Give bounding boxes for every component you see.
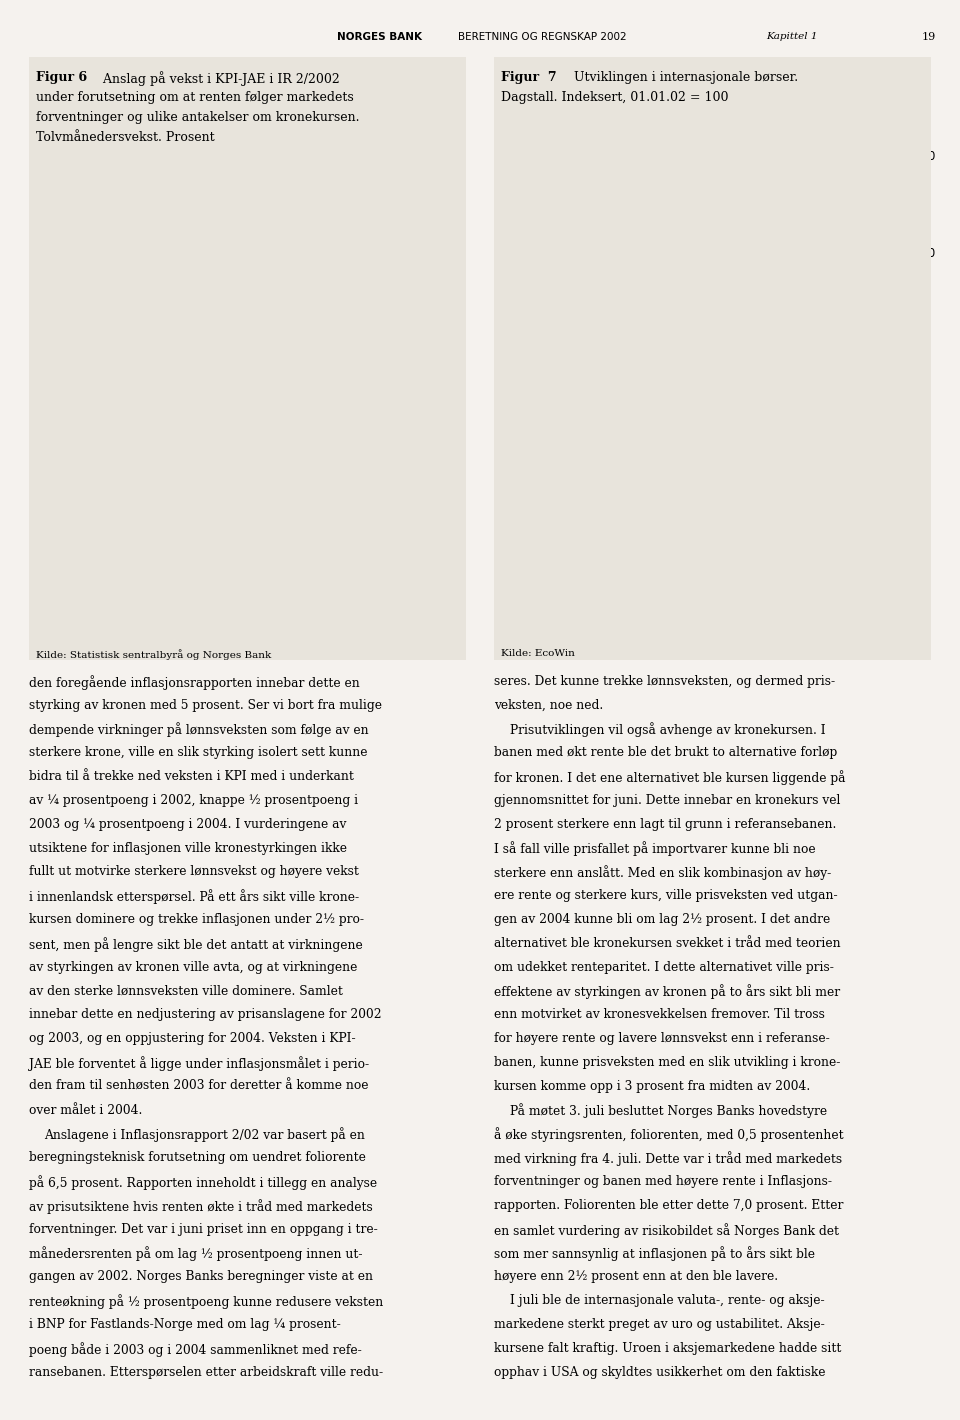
Text: høyere enn 2½ prosent enn at den ble lavere.: høyere enn 2½ prosent enn at den ble lav… (494, 1271, 779, 1284)
Text: gen av 2004 kunne bli om lag 2½ prosent. I det andre: gen av 2004 kunne bli om lag 2½ prosent.… (494, 913, 830, 926)
Text: gangen av 2002. Norges Banks beregninger viste at en: gangen av 2002. Norges Banks beregninger… (29, 1271, 372, 1284)
Text: utsiktene for inflasjonen ville kronestyrkingen ikke: utsiktene for inflasjonen ville kronesty… (29, 842, 347, 855)
Text: Prisutviklingen vil også avhenge av kronekursen. I: Prisutviklingen vil også avhenge av kron… (510, 723, 826, 737)
Text: 19: 19 (922, 31, 936, 43)
Text: for kronen. I det ene alternativet ble kursen liggende på: for kronen. I det ene alternativet ble k… (494, 770, 846, 785)
Text: Anslagene i Inflasjonsrapport 2/02 var basert på en: Anslagene i Inflasjonsrapport 2/02 var b… (44, 1127, 365, 1142)
Text: seres. Det kunne trekke lønnsveksten, og dermed pris-: seres. Det kunne trekke lønnsveksten, og… (494, 674, 835, 687)
Legend: Hovedindeks, Oslo, Dax, Tyskland, FTSE 100, UK, Wilshire 5000, USA, Topix, Japan: Hovedindeks, Oslo, Dax, Tyskland, FTSE 1… (548, 476, 679, 544)
Text: forventninger og ulike antakelser om kronekursen.: forventninger og ulike antakelser om kro… (36, 111, 360, 124)
Text: Kilde: EcoWin: Kilde: EcoWin (501, 649, 575, 657)
Text: beregningsteknisk forutsetning om uendret foliorente: beregningsteknisk forutsetning om uendre… (29, 1152, 366, 1164)
Text: ransebanen. Etterspørselen etter arbeidskraft ville redu-: ransebanen. Etterspørselen etter arbeids… (29, 1366, 383, 1379)
Text: dempende virkninger på lønnsveksten som følge av en: dempende virkninger på lønnsveksten som … (29, 723, 369, 737)
Text: den foregående inflasjonsrapporten innebar dette en: den foregående inflasjonsrapporten inneb… (29, 674, 360, 690)
Text: Figur  7: Figur 7 (501, 71, 557, 84)
Text: Udekket renteparitet: Udekket renteparitet (276, 222, 401, 234)
Text: styrking av kronen med 5 prosent. Ser vi bort fra mulige: styrking av kronen med 5 prosent. Ser vi… (29, 699, 382, 711)
Text: banen med økt rente ble det brukt to alternative forløp: banen med økt rente ble det brukt to alt… (494, 747, 838, 760)
Text: av prisutsiktene hvis renten økte i tråd med markedets: av prisutsiktene hvis renten økte i tråd… (29, 1198, 372, 1214)
Text: poeng både i 2003 og i 2004 sammenliknet med refe-: poeng både i 2003 og i 2004 sammenliknet… (29, 1342, 362, 1356)
Text: en samlet vurdering av risikobildet så Norges Bank det: en samlet vurdering av risikobildet så N… (494, 1223, 839, 1237)
Text: KPI-JAE: KPI-JAE (86, 222, 134, 234)
Text: på 6,5 prosent. Rapporten inneholdt i tillegg en analyse: på 6,5 prosent. Rapporten inneholdt i ti… (29, 1174, 377, 1190)
Text: ere rente og sterkere kurs, ville prisveksten ved utgan-: ere rente og sterkere kurs, ville prisve… (494, 889, 838, 902)
Text: av den sterke lønnsveksten ville dominere. Samlet: av den sterke lønnsveksten ville dominer… (29, 984, 343, 997)
Text: Figur 6: Figur 6 (36, 71, 87, 84)
Text: Dagstall. Indeksert, 01.01.02 = 100: Dagstall. Indeksert, 01.01.02 = 100 (501, 91, 729, 104)
Text: 2003 og ¼ prosentpoeng i 2004. I vurderingene av: 2003 og ¼ prosentpoeng i 2004. I vurderi… (29, 818, 347, 831)
Text: Gjennomsnitt for juni: Gjennomsnitt for juni (231, 392, 357, 405)
Text: Kapittel 1: Kapittel 1 (766, 33, 818, 41)
Text: om udekket renteparitet. I dette alternativet ville pris-: om udekket renteparitet. I dette alterna… (494, 960, 834, 974)
Text: NORGES BANK: NORGES BANK (337, 31, 421, 43)
Text: 2 prosent sterkere enn lagt til grunn i referansebanen.: 2 prosent sterkere enn lagt til grunn i … (494, 818, 837, 831)
Text: Tolvmånedersvekst. Prosent: Tolvmånedersvekst. Prosent (36, 131, 215, 143)
Text: med virkning fra 4. juli. Dette var i tråd med markedets: med virkning fra 4. juli. Dette var i tr… (494, 1152, 843, 1166)
Text: forventninger. Det var i juni priset inn en oppgang i tre-: forventninger. Det var i juni priset inn… (29, 1223, 377, 1235)
Text: veksten, noe ned.: veksten, noe ned. (494, 699, 604, 711)
Text: kursen komme opp i 3 prosent fra midten av 2004.: kursen komme opp i 3 prosent fra midten … (494, 1079, 810, 1093)
Text: JAE ble forventet å ligge under inflasjonsmålet i perio-: JAE ble forventet å ligge under inflasjo… (29, 1056, 369, 1071)
Text: av styrkingen av kronen ville avta, og at virkningene: av styrkingen av kronen ville avta, og a… (29, 960, 357, 974)
Text: sterkere krone, ville en slik styrking isolert sett kunne: sterkere krone, ville en slik styrking i… (29, 747, 368, 760)
Text: bidra til å trekke ned veksten i KPI med i underkant: bidra til å trekke ned veksten i KPI med… (29, 770, 353, 782)
Text: i innenlandsk etterspørsel. På ett års sikt ville krone-: i innenlandsk etterspørsel. På ett års s… (29, 889, 359, 905)
Text: I juli ble de internasjonale valuta-, rente- og aksje-: I juli ble de internasjonale valuta-, re… (510, 1294, 825, 1306)
Text: banen, kunne prisveksten med en slik utvikling i krone-: banen, kunne prisveksten med en slik utv… (494, 1056, 841, 1069)
Text: månedersrenten på om lag ½ prosentpoeng innen ut-: månedersrenten på om lag ½ prosentpoeng … (29, 1247, 362, 1261)
Text: av ¼ prosentpoeng i 2002, knappe ½ prosentpoeng i: av ¼ prosentpoeng i 2002, knappe ½ prose… (29, 794, 358, 807)
Text: i BNP for Fastlands-Norge med om lag ¼ prosent-: i BNP for Fastlands-Norge med om lag ¼ p… (29, 1318, 341, 1331)
Text: sterkere enn anslått. Med en slik kombinasjon av høy-: sterkere enn anslått. Med en slik kombin… (494, 865, 831, 880)
Text: den fram til senhøsten 2003 for deretter å komme noe: den fram til senhøsten 2003 for deretter… (29, 1079, 369, 1093)
Text: sent, men på lengre sikt ble det antatt at virkningene: sent, men på lengre sikt ble det antatt … (29, 937, 363, 951)
Text: innebar dette en nedjustering av prisanslagene for 2002: innebar dette en nedjustering av prisans… (29, 1008, 381, 1021)
Text: under forutsetning om at renten følger markedets: under forutsetning om at renten følger m… (36, 91, 354, 104)
Text: over målet i 2004.: over målet i 2004. (29, 1103, 142, 1116)
Text: for høyere rente og lavere lønnsvekst enn i referanse-: for høyere rente og lavere lønnsvekst en… (494, 1032, 830, 1045)
Text: I så fall ville prisfallet på importvarer kunne bli noe: I så fall ville prisfallet på importvare… (494, 842, 816, 856)
Text: gjennomsnittet for juni. Dette innebar en kronekurs vel: gjennomsnittet for juni. Dette innebar e… (494, 794, 841, 807)
Text: På møtet 3. juli besluttet Norges Banks hovedstyre: På møtet 3. juli besluttet Norges Banks … (510, 1103, 827, 1119)
Text: renteøkning på ½ prosentpoeng kunne redusere veksten: renteøkning på ½ prosentpoeng kunne redu… (29, 1294, 383, 1309)
Text: effektene av styrkingen av kronen på to års sikt bli mer: effektene av styrkingen av kronen på to … (494, 984, 841, 1000)
Text: kursene falt kraftig. Uroen i aksjemarkedene hadde sitt: kursene falt kraftig. Uroen i aksjemarke… (494, 1342, 842, 1355)
Text: å øke styringsrenten, foliorenten, med 0,5 prosentenhet: å øke styringsrenten, foliorenten, med 0… (494, 1127, 844, 1142)
Text: og 2003, og en oppjustering for 2004. Veksten i KPI-: og 2003, og en oppjustering for 2004. Ve… (29, 1032, 355, 1045)
Text: Utviklingen i internasjonale børser.: Utviklingen i internasjonale børser. (570, 71, 799, 84)
Text: markedene sterkt preget av uro og ustabilitet. Aksje-: markedene sterkt preget av uro og ustabi… (494, 1318, 826, 1331)
Text: som mer sannsynlig at inflasjonen på to års sikt ble: som mer sannsynlig at inflasjonen på to … (494, 1247, 815, 1261)
Text: Kilde: Statistisk sentralbyrå og Norges Bank: Kilde: Statistisk sentralbyrå og Norges … (36, 649, 272, 660)
Text: fullt ut motvirke sterkere lønnsvekst og høyere vekst: fullt ut motvirke sterkere lønnsvekst og… (29, 865, 359, 879)
Text: forventninger og banen med høyere rente i Inflasjons-: forventninger og banen med høyere rente … (494, 1174, 832, 1189)
Text: Anslag på vekst i KPI-JAE i IR 2/2002: Anslag på vekst i KPI-JAE i IR 2/2002 (99, 71, 340, 85)
Text: kursen dominere og trekke inflasjonen under 2½ pro-: kursen dominere og trekke inflasjonen un… (29, 913, 364, 926)
Text: alternativet ble kronekursen svekket i tråd med teorien: alternativet ble kronekursen svekket i t… (494, 937, 841, 950)
Text: BERETNING OG REGNSKAP 2002: BERETNING OG REGNSKAP 2002 (458, 31, 627, 43)
Text: enn motvirket av kronesvekkelsen fremover. Til tross: enn motvirket av kronesvekkelsen fremove… (494, 1008, 826, 1021)
Text: rapporten. Foliorenten ble etter dette 7,0 prosent. Etter: rapporten. Foliorenten ble etter dette 7… (494, 1198, 844, 1211)
Text: opphav i USA og skyldtes usikkerhet om den faktiske: opphav i USA og skyldtes usikkerhet om d… (494, 1366, 826, 1379)
